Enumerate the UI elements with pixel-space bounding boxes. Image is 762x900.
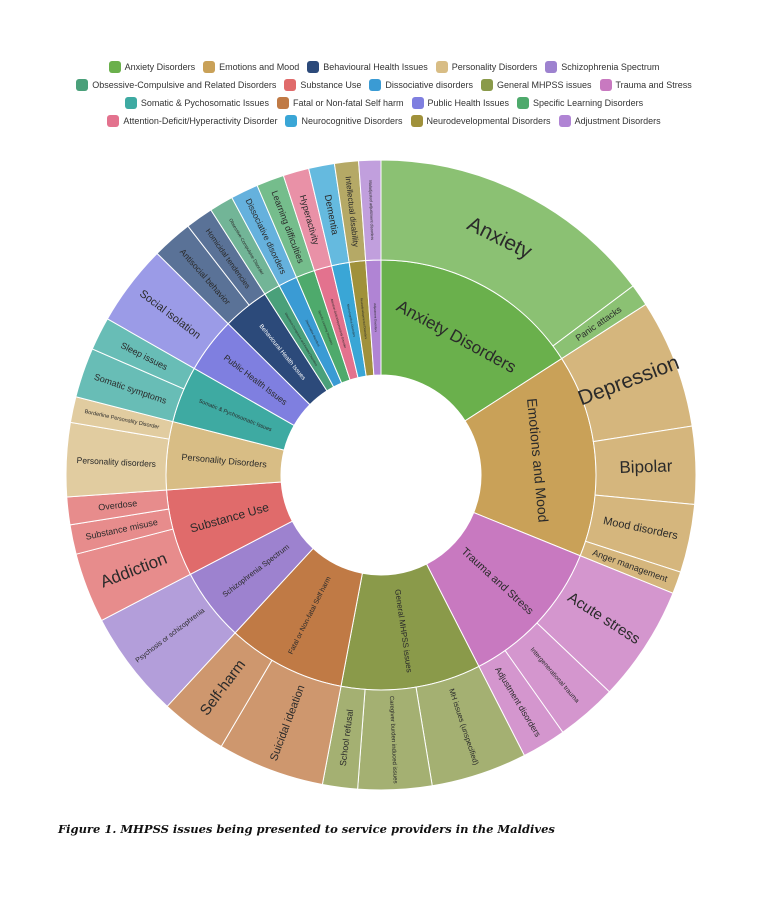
legend-swatch [76,79,89,91]
legend-label: Specific Learning Disorders [533,98,644,108]
legend-item[interactable]: Specific Learning Disorders [517,97,643,109]
legend-item[interactable]: Neurocognitive Disorders [285,115,403,127]
legend-item[interactable]: Neurodevelopmental Disorders [410,115,551,127]
legend-swatch [411,97,424,109]
legend-swatch [107,115,120,127]
legend-label: Adjustment Disorders [574,116,661,126]
segment-label-personality-disorders: Personality disorders [76,455,156,469]
legend-label: Neurocognitive Disorders [301,116,403,126]
legend-label: Public Health Issues [427,98,510,108]
legend-swatch [284,79,297,91]
legend-label: Emotions and Mood [219,62,300,72]
legend-item[interactable]: Somatic & Pychosomatic Issues [124,97,269,109]
legend-swatch [276,97,289,109]
legend-label: Somatic & Pychosomatic Issues [140,98,269,108]
segment-label-overdose: Overdose [98,498,138,512]
legend-item[interactable]: Personality Disorders [435,61,538,73]
legend-item[interactable]: Schizophrenia Spectrum [545,61,659,73]
legend-swatch [369,79,382,91]
legend-swatch [599,79,612,91]
legend-label: Schizophrenia Spectrum [561,62,660,72]
figure-caption: Figure 1. MHPSS issues being presented t… [58,822,555,836]
segment-label-maladjusted-adjustment-disorders: Maladjusted adjustment disorders [368,180,375,240]
legend-swatch [517,97,530,109]
legend-row: Somatic & Pychosomatic Issues Fatal or No… [78,94,690,112]
legend-item[interactable]: Public Health Issues [411,97,510,109]
legend-swatch [307,61,320,73]
legend-row: Obsessive-Compulsive and Related Disorde… [76,76,692,94]
legend-swatch [203,61,216,73]
legend-label: Anxiety Disorders [124,62,196,72]
segment-label-caregiver-burden-induced-issues: Caregiver burden induced issues [388,696,398,784]
legend-item[interactable]: Emotions and Mood [203,61,299,73]
sunburst-rings [65,159,697,791]
legend-label: Fatal or Non-fatal Self harm [292,98,404,108]
legend-item[interactable]: General MHPSS issues [480,79,592,91]
chart-legend: Anxiety Disorders Emotions and Mood Behavi… [76,58,692,130]
legend-label: Obsessive-Compulsive and Related Disorde… [92,80,277,90]
legend-row: Anxiety Disorders Emotions and Mood Behavi… [78,58,690,76]
legend-swatch [285,115,298,127]
legend-item[interactable]: Behavioural Health Issues [307,61,428,73]
center-hole [281,375,481,575]
legend-label: Dissociative disorders [385,80,473,90]
legend-swatch [545,61,558,73]
legend-item[interactable]: Substance Use [284,79,361,91]
segment-label-adjustment-disorders: Adjustment Disorders [373,303,378,332]
legend-label: General MHPSS issues [496,80,592,90]
legend-swatch [108,61,121,73]
legend-label: Neurodevelopmental Disorders [426,116,551,126]
legend-item[interactable]: Attention-Deficit/Hyperactivity Disorder [107,115,277,127]
legend-swatch [435,61,448,73]
legend-item[interactable]: Anxiety Disorders [108,61,196,73]
legend-swatch [558,115,571,127]
legend-item[interactable]: Fatal or Non-fatal Self harm [276,97,404,109]
legend-swatch [124,97,137,109]
legend-item[interactable]: Adjustment Disorders [558,115,661,127]
legend-label: Trauma and Stress [615,80,692,90]
legend-swatch [410,115,423,127]
legend-swatch [480,79,493,91]
segment-label-bipolar: Bipolar [619,456,673,477]
legend-item[interactable]: Obsessive-Compulsive and Related Disorde… [76,79,276,91]
legend-label: Personality Disorders [451,62,538,72]
legend-label: Behavioural Health Issues [323,62,428,72]
legend-label: Substance Use [300,80,362,90]
legend-item[interactable]: Dissociative disorders [369,79,473,91]
legend-label: Attention-Deficit/Hyperactivity Disorder [123,116,278,126]
segment-label-neurodevelopmental-disorders: Neurodevelopmental Disorders [359,298,368,340]
segment-label-neurocognitive-disorders: Neurocognitive Disorders [346,303,356,337]
legend-item[interactable]: Trauma and Stress [599,79,692,91]
segment-maladjusted-adjustment-disorders[interactable] [358,159,382,262]
legend-row: Attention-Deficit/Hyperactivity Disorder… [78,112,690,130]
